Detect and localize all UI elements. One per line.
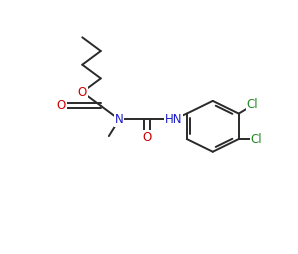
Text: N: N bbox=[115, 113, 124, 126]
Text: Cl: Cl bbox=[250, 133, 262, 146]
Text: O: O bbox=[142, 131, 152, 144]
Text: O: O bbox=[57, 99, 66, 112]
Text: O: O bbox=[78, 86, 87, 99]
Text: Cl: Cl bbox=[246, 98, 258, 111]
Text: HN: HN bbox=[165, 113, 182, 126]
